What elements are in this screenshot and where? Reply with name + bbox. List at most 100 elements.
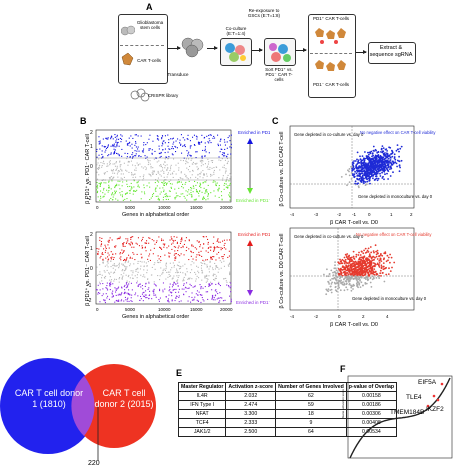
scatter-point: [111, 178, 113, 180]
scatter-point: [148, 149, 150, 151]
scatter-point: [101, 150, 103, 152]
scatter-point: [168, 294, 170, 296]
scatter-point: [209, 260, 211, 262]
scatter-point: [155, 195, 157, 197]
scatter-point: [371, 272, 374, 275]
scatter-point: [387, 163, 389, 166]
scatter-point: [110, 176, 112, 178]
scatter-point: [359, 254, 362, 256]
scatter-point: [386, 168, 389, 171]
scatter-point: [376, 172, 379, 175]
scatter-point: [165, 179, 167, 181]
svg-text:1: 1: [90, 246, 93, 252]
scatter-point: [149, 253, 151, 255]
scatter-point: [101, 295, 103, 297]
scatter-point: [187, 134, 189, 136]
scatter-point: [202, 198, 204, 200]
scatter-point: [163, 171, 165, 173]
scatter-point: [163, 176, 165, 178]
scatter-point: [121, 286, 123, 288]
scatter-point: [202, 177, 204, 179]
scatter-point: [189, 283, 191, 285]
scatter-point: [191, 244, 193, 246]
scatter-point: [179, 196, 181, 198]
scatter-point: [364, 163, 367, 165]
scatter-point: [141, 257, 143, 259]
scatter-point: [125, 193, 127, 195]
scatter-point: [378, 262, 381, 264]
scatter-point: [219, 169, 221, 171]
scatter-point: [175, 283, 177, 285]
scatter-point: [174, 259, 176, 261]
scatter-point: [103, 270, 105, 272]
scatter-point: [104, 251, 106, 253]
scatter-point: [118, 155, 120, 157]
scatter-point: [155, 173, 157, 175]
scatter-point: [173, 141, 175, 143]
transduce-label: Transduce: [167, 72, 189, 77]
scatter-point: [209, 284, 211, 286]
scatter-point: [128, 243, 130, 245]
scatter-point: [215, 277, 217, 279]
scatter-point: [223, 139, 225, 141]
scatter-point: [387, 256, 390, 259]
scatter-point: [386, 172, 388, 175]
scatter-point: [370, 268, 373, 270]
scatter-point: [117, 170, 119, 172]
scatter-point: [374, 271, 376, 274]
scatter-point: [148, 148, 150, 150]
scatter-point: [170, 186, 172, 188]
scatter-point: [175, 173, 177, 175]
scatter-point: [223, 265, 225, 267]
scatter-point: [185, 181, 187, 183]
scatter-point: [150, 249, 152, 251]
scatter-point: [390, 153, 393, 155]
scatter-point: [378, 165, 381, 168]
scatter-point: [96, 248, 98, 250]
scatter-point: [112, 172, 114, 174]
scatter-point: [131, 242, 133, 244]
scatter-point: [178, 275, 180, 277]
scatter-point: [155, 284, 157, 286]
scatter-point: [355, 172, 358, 175]
scatter-point: [187, 162, 189, 164]
scatter-point: [130, 199, 132, 201]
scatter-point: [189, 171, 191, 173]
scatter-point: [327, 290, 330, 293]
scatter-point: [137, 271, 139, 273]
scatter-point: [168, 181, 170, 183]
scatter-point: [144, 285, 146, 287]
scatter-point: [340, 260, 342, 263]
scatter-point: [165, 156, 167, 158]
scatter-point: [230, 298, 232, 300]
scatter-point: [124, 291, 126, 293]
scatter-point: [191, 158, 193, 160]
scatter-point: [374, 163, 377, 166]
scatter-point: [210, 258, 212, 260]
scatter-point: [186, 246, 188, 248]
scatter-point: [382, 175, 384, 178]
panel-a-letter: A: [146, 2, 153, 12]
scatter-point: [203, 187, 205, 189]
scatter-point: [155, 157, 157, 159]
scatter-point: [150, 274, 152, 276]
scatter-point: [205, 250, 207, 252]
scatter-point: [186, 199, 188, 201]
scatter-point: [215, 185, 217, 187]
scatter-point: [99, 292, 101, 294]
scatter-point: [129, 293, 131, 295]
scatter-point: [368, 165, 371, 168]
scatter-point: [207, 193, 209, 195]
scatter-point: [340, 262, 343, 265]
scatter-point: [362, 284, 364, 287]
scatter-point: [98, 167, 100, 169]
scatter-point: [379, 175, 382, 177]
scatter-point: [354, 273, 357, 276]
scatter-point: [183, 243, 185, 245]
scatter-point: [97, 253, 99, 255]
scatter-point: [157, 177, 159, 179]
scatter-point: [209, 246, 211, 248]
scatter-point: [158, 199, 160, 201]
scatter-point: [209, 261, 211, 263]
scatter-point: [117, 176, 119, 178]
